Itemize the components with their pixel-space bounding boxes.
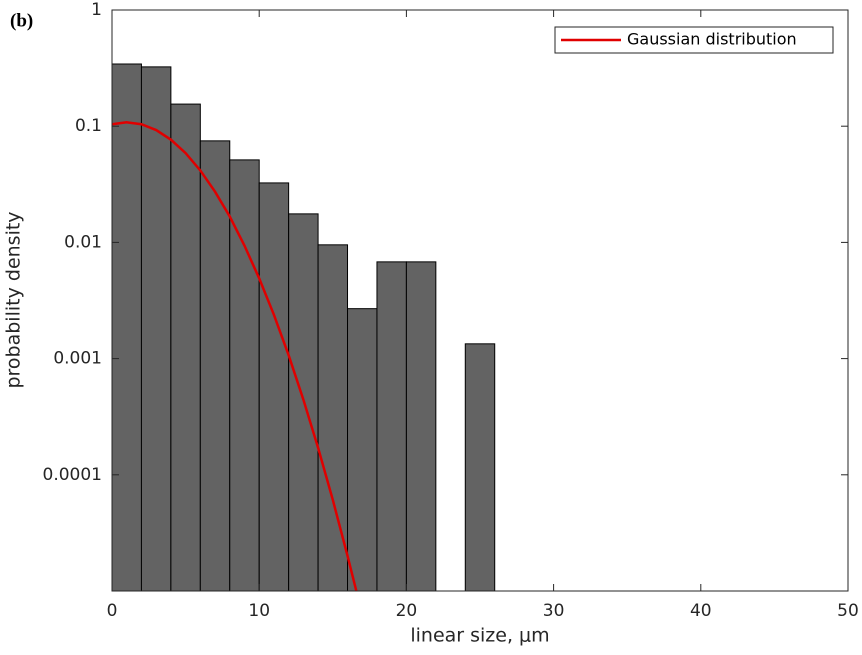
- y-tick-label: 0.01: [64, 232, 102, 252]
- x-tick-label: 0: [107, 601, 118, 621]
- x-tick-label: 20: [396, 601, 418, 621]
- x-tick-label: 50: [837, 601, 859, 621]
- bar: [464, 343, 496, 592]
- x-tick-label: 40: [690, 601, 712, 621]
- y-tick-label: 1: [91, 0, 102, 20]
- legend-label: Gaussian distribution: [627, 30, 797, 49]
- y-tick-label: 0.1: [75, 116, 102, 136]
- axes-box: [111, 9, 849, 592]
- bar: [140, 66, 172, 592]
- bar: [229, 159, 260, 592]
- x-tick-label: 10: [248, 601, 270, 621]
- bar: [405, 261, 437, 592]
- bar: [376, 261, 407, 592]
- bar: [199, 140, 231, 592]
- bar: [111, 63, 142, 592]
- bar: [258, 182, 290, 592]
- bar: [347, 308, 378, 592]
- x-tick-label: 30: [543, 601, 565, 621]
- x-axis-label: linear size, μm: [410, 625, 549, 647]
- y-axis-label: probability density: [3, 211, 25, 388]
- panel-label: (b): [10, 10, 33, 31]
- y-tick-label: 0.001: [53, 349, 102, 369]
- curve: [111, 121, 358, 592]
- legend: Gaussian distribution: [554, 26, 834, 54]
- bar: [170, 103, 201, 592]
- y-tick-label: 0.0001: [43, 465, 102, 485]
